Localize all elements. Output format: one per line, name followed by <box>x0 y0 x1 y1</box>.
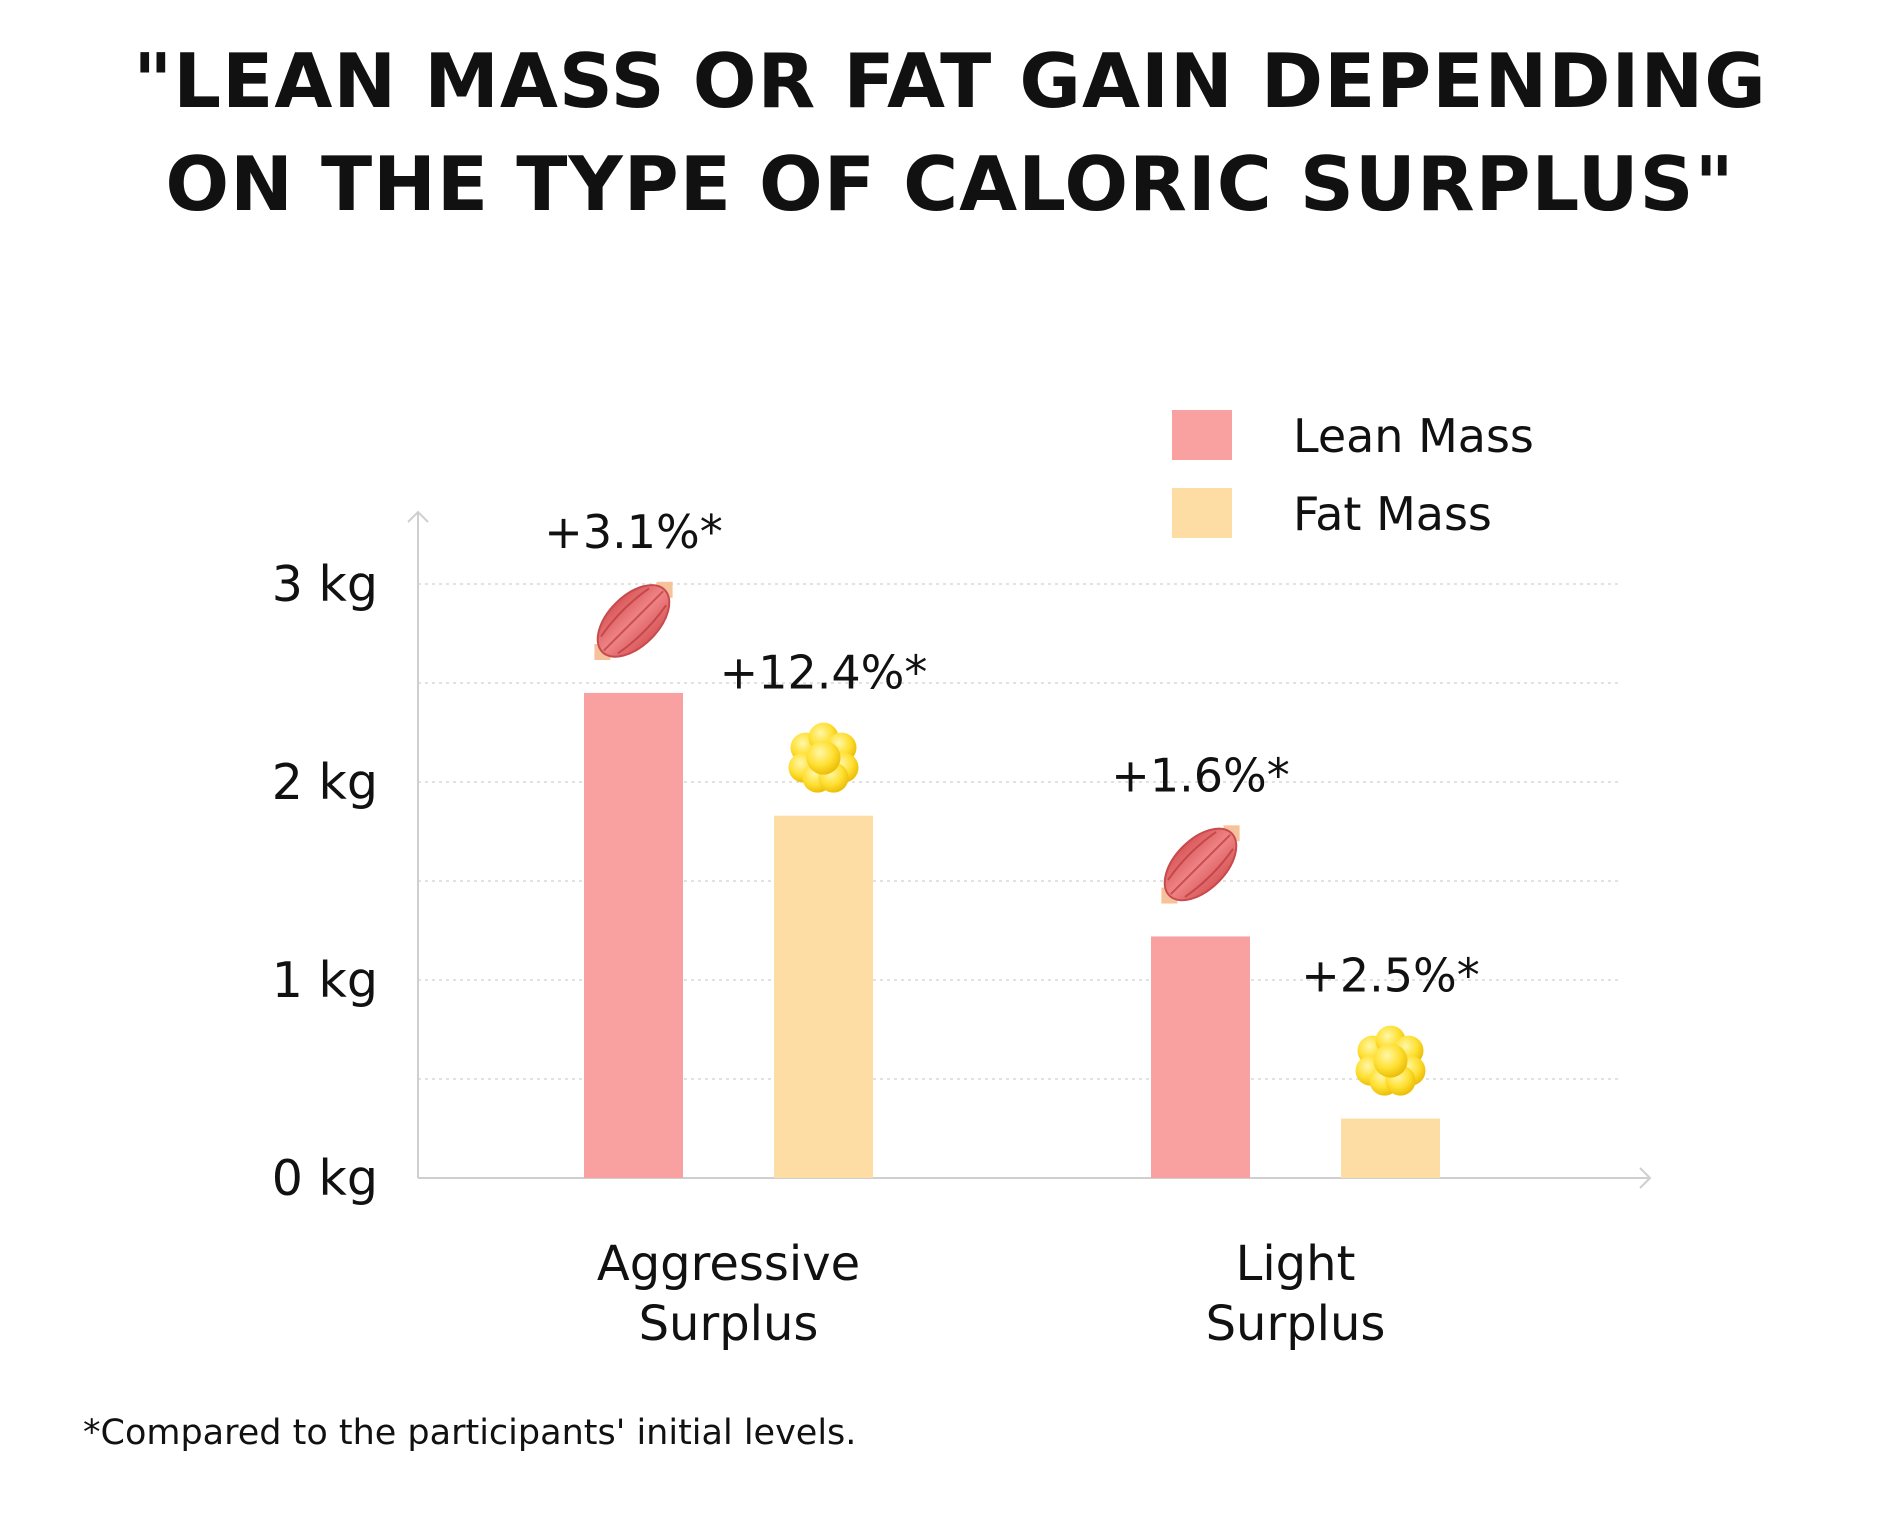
data-labels: +3.1%* +1.6%* +12.4%* +2.5%* <box>544 505 1479 1003</box>
y-axis-arrow <box>407 510 429 523</box>
legend: Lean Mass Fat Mass <box>1172 409 1534 541</box>
legend-swatch <box>1172 488 1232 538</box>
y-tick-label: 2 kg <box>272 754 378 811</box>
legend-label: Lean Mass <box>1293 409 1534 463</box>
data-label: +12.4%* <box>720 646 928 700</box>
category-label: Aggressive <box>597 1236 860 1292</box>
footnote: *Compared to the participants' initial l… <box>83 1413 857 1453</box>
category-label: Surplus <box>1206 1296 1386 1352</box>
data-label: +3.1%* <box>544 505 722 559</box>
y-tick-label: 1 kg <box>272 952 378 1009</box>
category-label: Surplus <box>639 1296 819 1352</box>
bar-fat-mass <box>774 815 873 1178</box>
legend-label: Fat Mass <box>1293 487 1492 541</box>
legend-swatch <box>1172 410 1232 460</box>
bar-fat-mass <box>1341 1118 1440 1178</box>
muscle-icon <box>575 563 692 679</box>
muscle-icon <box>1142 806 1259 923</box>
y-tick-labels: 0 kg 1 kg 2 kg 3 kg <box>272 556 378 1207</box>
category-label: Light <box>1236 1236 1356 1292</box>
data-label: +1.6%* <box>1111 748 1289 802</box>
data-label: +2.5%* <box>1301 949 1479 1003</box>
x-axis-arrow <box>1639 1167 1652 1189</box>
y-tick-label: 3 kg <box>272 556 378 613</box>
chart-title-line-2: ON THE TYPE OF CALORIC SURPLUS" <box>165 140 1735 228</box>
chart-title-line-1: "LEAN MASS OR FAT GAIN DEPENDING <box>133 37 1767 125</box>
bar-icons <box>575 563 1426 1096</box>
bars <box>584 692 1440 1178</box>
fat-cell-icon <box>1355 1025 1426 1096</box>
y-tick-label: 0 kg <box>272 1150 378 1207</box>
chart-title: "LEAN MASS OR FAT GAIN DEPENDING ON THE … <box>0 30 1900 236</box>
bar-lean-mass <box>584 692 683 1178</box>
bar-lean-mass <box>1151 936 1250 1178</box>
